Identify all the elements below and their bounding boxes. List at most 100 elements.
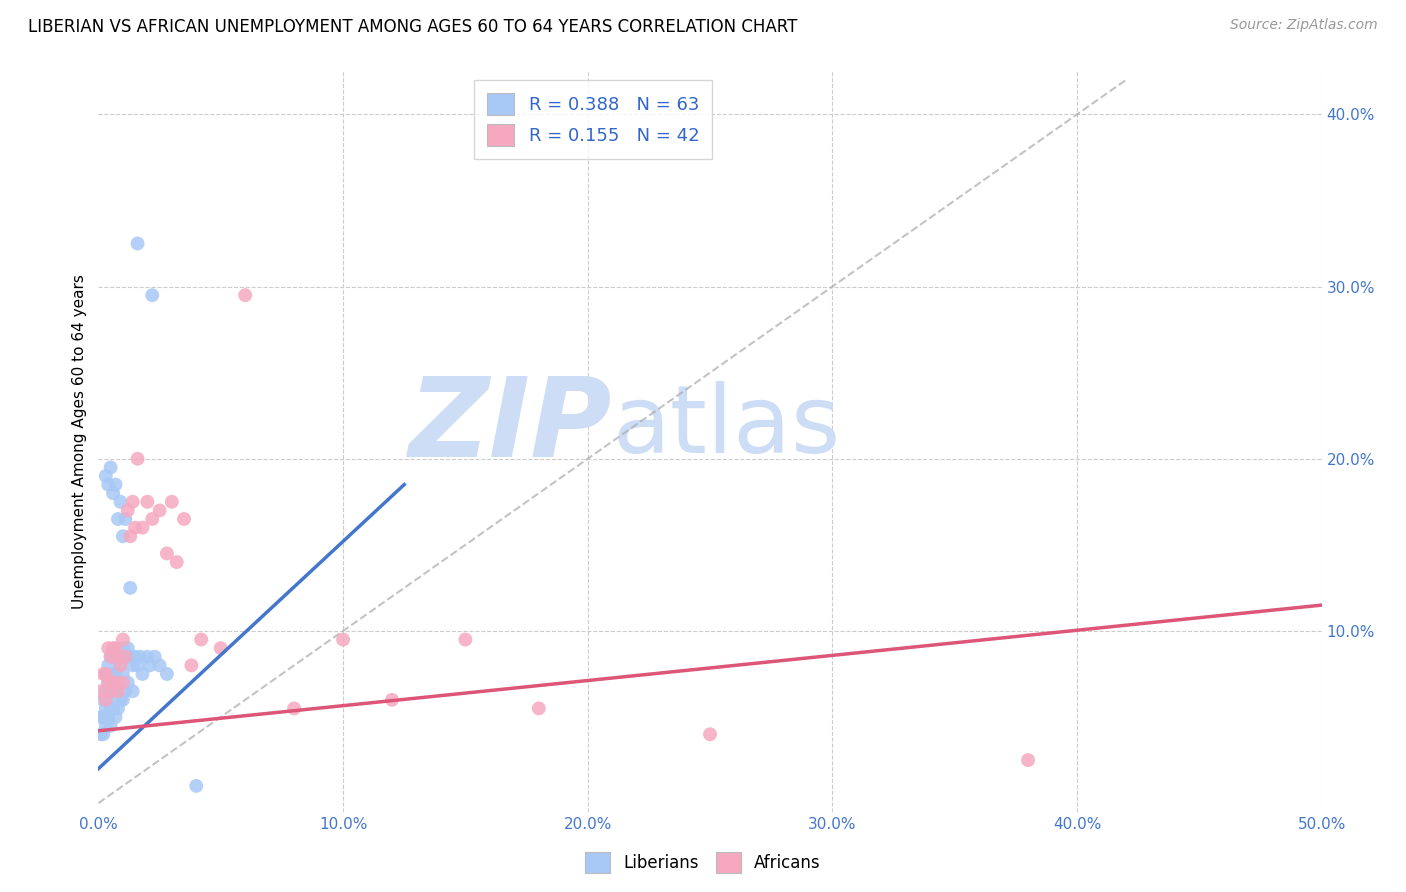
Point: [121, 658, 143, 673]
Point: [94, 684, 117, 698]
Point: [120, 581, 142, 595]
Point: [100, 649, 122, 664]
Point: [111, 641, 134, 656]
Legend: R = 0.388   N = 63, R = 0.155   N = 42: R = 0.388 N = 63, R = 0.155 N = 42: [474, 80, 711, 159]
Point: [107, 684, 129, 698]
Point: [114, 684, 136, 698]
Point: [107, 649, 129, 664]
Point: [127, 451, 149, 466]
Point: [100, 684, 122, 698]
Point: [94, 469, 117, 483]
Point: [124, 521, 146, 535]
Point: [104, 684, 127, 698]
Point: [139, 658, 162, 673]
Point: [100, 684, 122, 698]
Point: [121, 495, 143, 509]
Point: [233, 288, 256, 302]
Point: [527, 701, 550, 715]
Point: [143, 649, 166, 664]
Point: [127, 236, 149, 251]
Point: [107, 649, 129, 664]
Point: [90, 710, 112, 724]
Point: [100, 701, 122, 715]
Point: [160, 495, 183, 509]
Point: [381, 693, 404, 707]
Point: [111, 693, 134, 707]
Point: [136, 649, 159, 664]
Point: [90, 727, 112, 741]
Point: [166, 555, 188, 569]
Point: [104, 641, 127, 656]
Point: [97, 477, 120, 491]
Point: [104, 649, 127, 664]
Point: [121, 684, 143, 698]
Point: [101, 641, 124, 656]
Point: [101, 486, 124, 500]
Point: [180, 658, 202, 673]
Point: [190, 632, 212, 647]
Point: [94, 718, 117, 732]
Point: [156, 667, 179, 681]
Point: [141, 288, 163, 302]
Point: [114, 649, 136, 664]
Point: [127, 658, 149, 673]
Point: [111, 675, 134, 690]
Point: [90, 684, 112, 698]
Point: [94, 667, 117, 681]
Point: [104, 675, 127, 690]
Point: [110, 495, 132, 509]
Point: [114, 512, 136, 526]
Point: [131, 521, 153, 535]
Point: [101, 675, 124, 690]
Point: [120, 649, 142, 664]
Text: Source: ZipAtlas.com: Source: ZipAtlas.com: [1230, 18, 1378, 32]
Point: [1017, 753, 1039, 767]
Point: [101, 649, 124, 664]
Point: [120, 529, 142, 543]
Point: [117, 675, 139, 690]
Point: [110, 658, 132, 673]
Point: [141, 512, 163, 526]
Point: [97, 675, 120, 690]
Point: [149, 503, 172, 517]
Point: [104, 667, 127, 681]
Point: [111, 529, 134, 543]
Point: [129, 649, 152, 664]
Point: [124, 649, 146, 664]
Point: [100, 718, 122, 732]
Point: [91, 710, 114, 724]
Point: [97, 710, 120, 724]
Legend: Liberians, Africans: Liberians, Africans: [579, 846, 827, 880]
Point: [97, 693, 120, 707]
Point: [156, 546, 179, 560]
Point: [104, 710, 127, 724]
Point: [107, 701, 129, 715]
Point: [101, 667, 124, 681]
Point: [110, 658, 132, 673]
Point: [104, 477, 127, 491]
Point: [111, 667, 134, 681]
Point: [173, 512, 195, 526]
Point: [136, 495, 159, 509]
Point: [91, 693, 114, 707]
Point: [91, 727, 114, 741]
Point: [94, 701, 117, 715]
Point: [186, 779, 208, 793]
Point: [110, 693, 132, 707]
Point: [149, 658, 172, 673]
Text: LIBERIAN VS AFRICAN UNEMPLOYMENT AMONG AGES 60 TO 64 YEARS CORRELATION CHART: LIBERIAN VS AFRICAN UNEMPLOYMENT AMONG A…: [28, 18, 797, 36]
Point: [100, 667, 122, 681]
Point: [101, 701, 124, 715]
Point: [283, 701, 305, 715]
Point: [332, 632, 354, 647]
Point: [100, 649, 122, 664]
Text: atlas: atlas: [612, 381, 841, 473]
Point: [131, 667, 153, 681]
Text: ZIP: ZIP: [409, 373, 612, 480]
Point: [97, 675, 120, 690]
Point: [111, 632, 134, 647]
Point: [91, 667, 114, 681]
Point: [114, 649, 136, 664]
Point: [209, 641, 232, 656]
Point: [100, 460, 122, 475]
